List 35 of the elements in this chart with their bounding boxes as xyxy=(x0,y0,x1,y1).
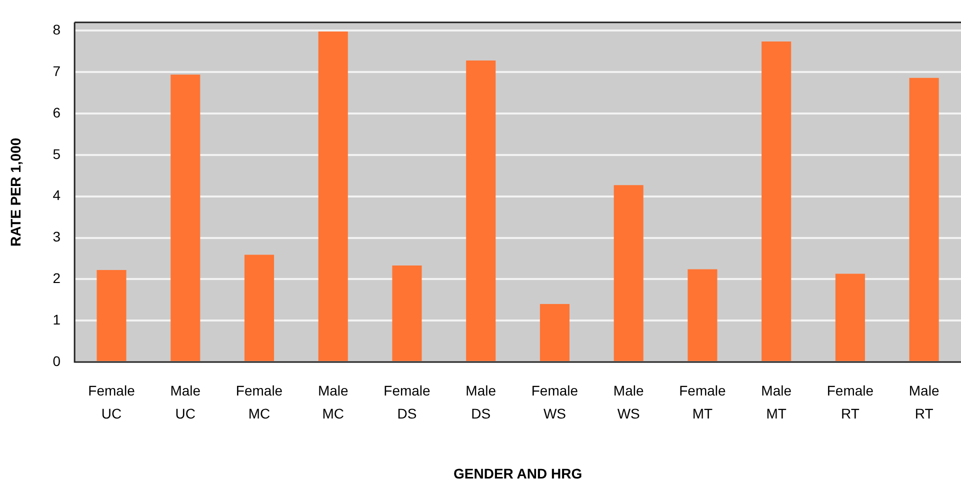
x-tick-label: Male DS xyxy=(466,382,496,422)
bar xyxy=(392,266,422,361)
y-axis-title: RATE PER 1,000 xyxy=(7,138,24,247)
bar xyxy=(244,254,274,361)
x-tick-label: Male RT xyxy=(908,382,940,422)
bar xyxy=(96,270,126,361)
y-tick-label: 1 xyxy=(52,311,61,328)
x-tick-label: Male MT xyxy=(761,382,792,422)
bar xyxy=(614,185,644,361)
y-tick-label: 5 xyxy=(52,146,61,162)
bar xyxy=(540,304,570,361)
bar xyxy=(762,41,792,361)
x-tick-label: Male WS xyxy=(613,382,644,422)
y-tick-label: 6 xyxy=(52,104,61,120)
bar xyxy=(688,269,718,361)
x-tick-label: Female UC xyxy=(88,382,136,422)
y-tick-label: 3 xyxy=(52,228,61,245)
bar xyxy=(835,274,865,361)
y-tick-label: 8 xyxy=(52,22,61,38)
bar xyxy=(170,74,200,361)
x-tick-label: Female MT xyxy=(679,382,726,422)
bar xyxy=(318,32,348,361)
x-axis-title: GENDER AND HRG xyxy=(453,465,582,482)
x-tick-label: Female MC xyxy=(236,382,283,422)
x-tick-label: Female RT xyxy=(826,382,874,422)
y-tick-label: 4 xyxy=(52,187,61,204)
bar xyxy=(466,60,496,361)
y-tick-label: 0 xyxy=(52,352,61,369)
x-tick-label: Male UC xyxy=(170,382,201,422)
y-tick-label: 2 xyxy=(52,270,61,286)
x-tick-label: Female DS xyxy=(384,382,431,422)
y-tick-label: 7 xyxy=(52,62,61,79)
x-tick-label: Male MC xyxy=(318,382,348,422)
x-tick-label: Female WS xyxy=(531,382,578,422)
bar xyxy=(909,78,939,361)
